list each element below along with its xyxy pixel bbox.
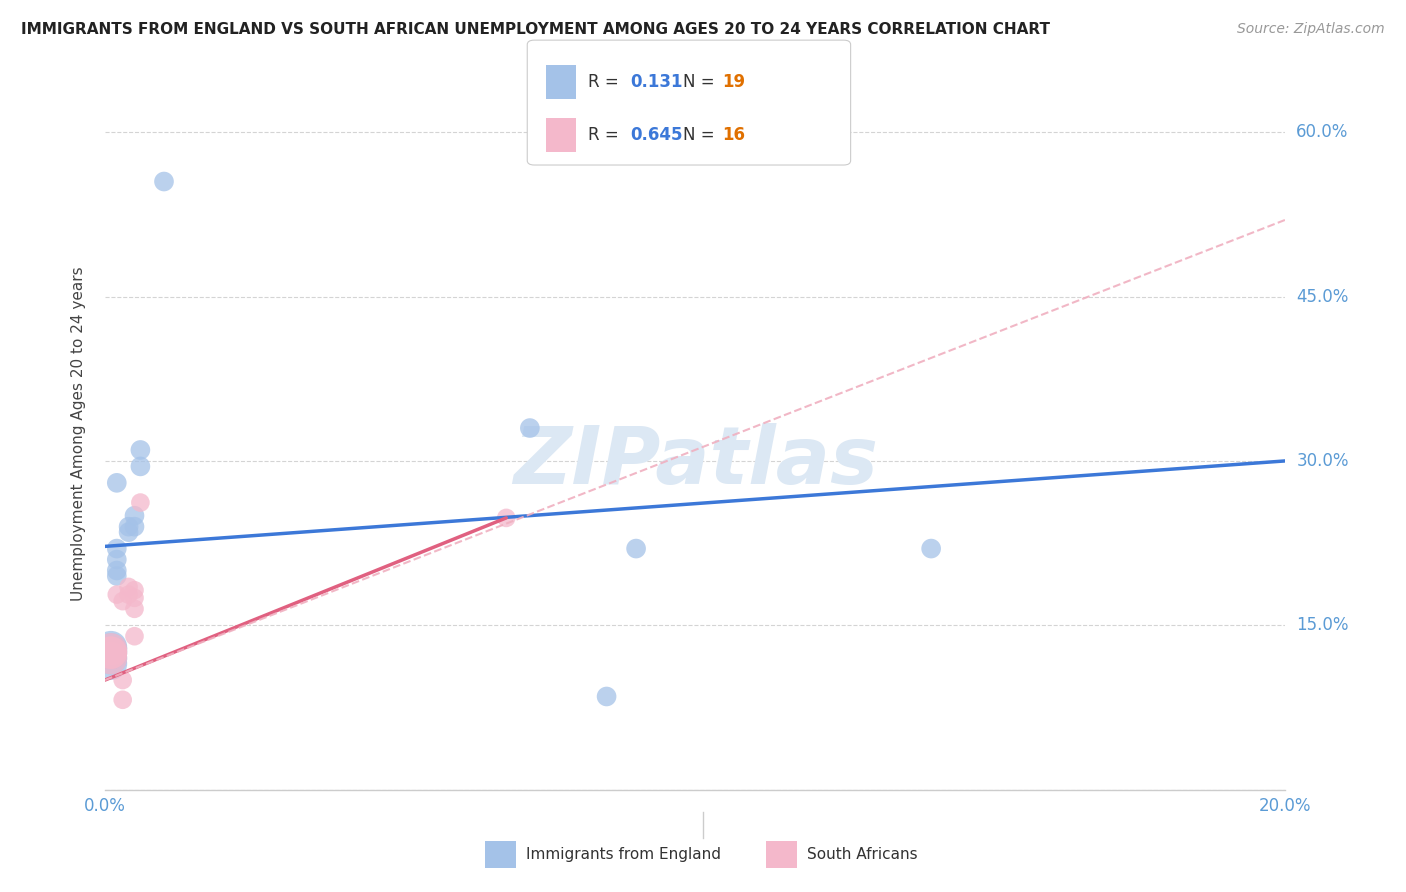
Point [100, 646, 122, 660]
Point [129, 495, 152, 509]
Point [117, 588, 139, 602]
Text: N =: N = [683, 126, 720, 144]
Text: 60.0%: 60.0% [1296, 123, 1348, 141]
Point [117, 519, 139, 533]
Text: South Africans: South Africans [807, 847, 918, 862]
Point [124, 583, 146, 598]
Point [100, 640, 122, 655]
Point [153, 175, 176, 189]
Point [111, 594, 134, 608]
Text: Source: ZipAtlas.com: Source: ZipAtlas.com [1237, 22, 1385, 37]
Point [105, 564, 128, 578]
Point [100, 651, 122, 665]
Point [105, 569, 128, 583]
Point [100, 642, 122, 657]
Point [124, 508, 146, 523]
Text: 16: 16 [723, 126, 745, 144]
Point [105, 475, 128, 490]
Point [100, 646, 122, 660]
Text: Immigrants from England: Immigrants from England [526, 847, 721, 862]
Point [595, 690, 617, 704]
Text: 30.0%: 30.0% [1296, 452, 1348, 470]
Y-axis label: Unemployment Among Ages 20 to 24 years: Unemployment Among Ages 20 to 24 years [72, 266, 86, 601]
Text: R =: R = [588, 73, 624, 91]
Text: 15.0%: 15.0% [1296, 616, 1348, 634]
Text: IMMIGRANTS FROM ENGLAND VS SOUTH AFRICAN UNEMPLOYMENT AMONG AGES 20 TO 24 YEARS : IMMIGRANTS FROM ENGLAND VS SOUTH AFRICAN… [21, 22, 1050, 37]
Point [124, 519, 146, 533]
Point [519, 421, 541, 435]
Point [100, 657, 122, 671]
Point [124, 591, 146, 605]
Point [124, 602, 146, 616]
Point [129, 442, 152, 457]
Point [920, 541, 942, 556]
Point [111, 692, 134, 706]
Text: 0.131: 0.131 [630, 73, 682, 91]
Point [129, 459, 152, 474]
Point [624, 541, 647, 556]
Point [105, 541, 128, 556]
Point [124, 629, 146, 643]
Point [117, 580, 139, 594]
Text: N =: N = [683, 73, 720, 91]
Text: 0.645: 0.645 [630, 126, 682, 144]
Text: ZIPatlas: ZIPatlas [513, 423, 877, 501]
Point [495, 511, 517, 525]
Point [105, 552, 128, 566]
Point [111, 673, 134, 687]
Text: 45.0%: 45.0% [1296, 287, 1348, 306]
Point [105, 588, 128, 602]
Point [100, 642, 122, 657]
Text: 19: 19 [723, 73, 745, 91]
Point [117, 525, 139, 540]
Point [100, 651, 122, 665]
Text: R =: R = [588, 126, 624, 144]
Point [100, 646, 122, 660]
